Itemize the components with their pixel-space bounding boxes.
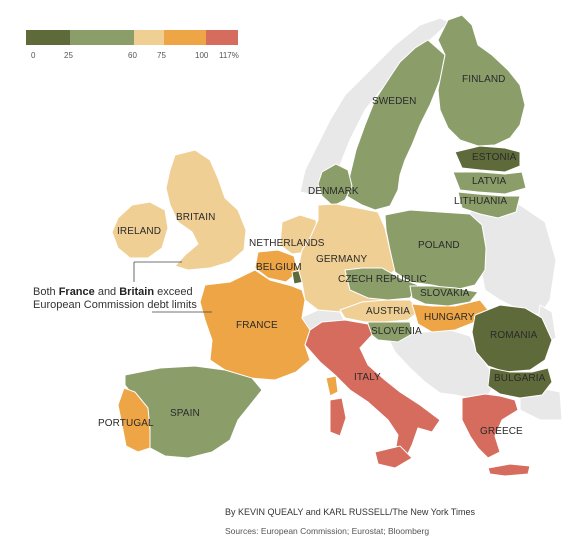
- label-italy: ITALY: [354, 372, 381, 383]
- label-slovakia: SLOVAKIA: [420, 288, 470, 299]
- bulgaria-shape: [487, 367, 553, 399]
- label-bulgaria: BULGARIA: [494, 373, 546, 384]
- britain-shape: [165, 149, 247, 271]
- ireland-shape: [111, 201, 169, 259]
- callout-pointers: [133, 261, 212, 313]
- label-austria: AUSTRIA: [366, 306, 410, 317]
- austria-shape: [339, 299, 421, 323]
- callout-text: Both France and Britain exceed European …: [33, 286, 203, 312]
- callout-mid: and: [94, 286, 120, 298]
- label-poland: POLAND: [418, 240, 460, 251]
- legend-tick-4: 100: [195, 51, 209, 60]
- label-britain: BRITAIN: [176, 212, 215, 223]
- label-sweden: SWEDEN: [372, 96, 417, 107]
- label-ireland: IRELAND: [117, 226, 161, 237]
- legend: 0 25 60 75 100 117%: [26, 30, 239, 60]
- label-france: FRANCE: [236, 320, 278, 331]
- france-shape: [199, 269, 311, 381]
- sicily-shape: [374, 445, 413, 469]
- label-netherlands: NETHERLANDS: [249, 238, 325, 249]
- greece-shape: [461, 393, 519, 459]
- legend-swatch-1: [70, 30, 134, 45]
- legend-tick-3: 75: [157, 51, 166, 60]
- label-romania: ROMANIA: [490, 330, 538, 341]
- label-czech: CZECH REPUBLIC: [338, 274, 427, 285]
- romania-shape: [471, 304, 553, 373]
- belgium-shape: [254, 249, 299, 283]
- lithuania-shape: [457, 191, 521, 219]
- sardinia-shape: [329, 397, 347, 437]
- label-belgium: BELGIUM: [256, 262, 302, 273]
- label-slovenia: SLOVENIA: [371, 326, 422, 337]
- legend-swatch-4: [206, 30, 238, 45]
- label-latvia: LATVIA: [472, 176, 507, 187]
- poland-shape: [384, 209, 487, 291]
- byline: By KEVIN QUEALY and KARL RUSSELL/The New…: [225, 507, 475, 517]
- denmark-shape: [317, 163, 353, 207]
- label-spain: SPAIN: [170, 408, 200, 419]
- legend-tick-5: 117%: [219, 51, 239, 60]
- sources: Sources: European Commission; Eurostat; …: [225, 526, 430, 536]
- callout-suffix: exceed European Commission debt limits: [33, 286, 197, 311]
- legend-tick-2: 60: [128, 51, 137, 60]
- legend-tick-1: 25: [64, 51, 73, 60]
- country-labels: SWEDEN FINLAND ESTONIA LATVIA LITHUANIA …: [98, 74, 546, 437]
- callout-prefix: Both: [33, 286, 59, 298]
- label-denmark: DENMARK: [308, 186, 359, 197]
- latvia-shape: [452, 171, 527, 195]
- label-finland: FINLAND: [462, 74, 505, 85]
- label-lithuania: LITHUANIA: [454, 196, 507, 207]
- italy-shape: [304, 319, 441, 461]
- callout-country-britain: Britain: [119, 286, 155, 298]
- estonia-shape: [454, 145, 521, 173]
- crete-shape: [487, 463, 531, 477]
- legend-tick-0: 0: [31, 51, 36, 60]
- callout-country-france: France: [58, 286, 95, 298]
- label-greece: GREECE: [480, 426, 523, 437]
- legend-swatch-2: [134, 30, 164, 45]
- legend-swatch-3: [164, 30, 206, 45]
- label-hungary: HUNGARY: [424, 312, 475, 323]
- label-germany: GERMANY: [316, 254, 367, 265]
- label-estonia: ESTONIA: [472, 152, 517, 163]
- portugal-shape: [117, 387, 151, 453]
- legend-swatch-0: [26, 30, 70, 45]
- label-portugal: PORTUGAL: [98, 418, 154, 429]
- finland-shape: [437, 14, 526, 147]
- non-eu-land: [299, 17, 563, 421]
- corsica-shape: [325, 375, 339, 397]
- eu-countries: [111, 14, 553, 477]
